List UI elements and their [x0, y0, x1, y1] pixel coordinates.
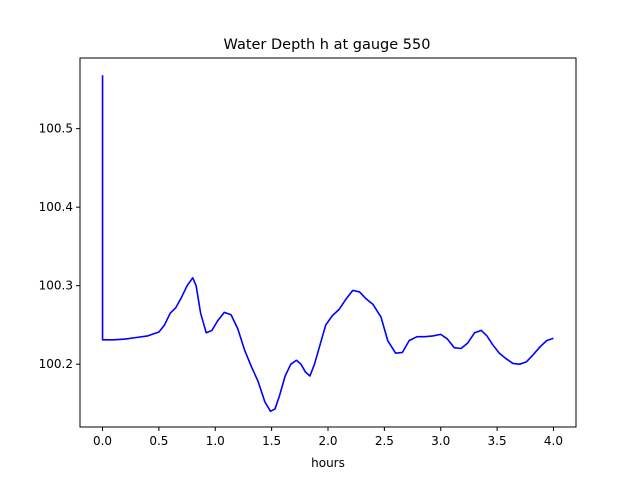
y-tick-label: 100.3 — [39, 279, 73, 293]
x-tick-label: 2.5 — [375, 434, 394, 448]
x-tick-label: 2.0 — [318, 434, 337, 448]
x-tick-label: 0.5 — [149, 434, 168, 448]
x-tick-label: 1.5 — [262, 434, 281, 448]
chart-title: Water Depth h at gauge 550 — [224, 37, 431, 53]
series-line-0 — [101, 75, 554, 413]
x-tick-label: 4.0 — [544, 434, 563, 448]
y-tick-label: 100.5 — [39, 122, 73, 136]
x-tick-label: 3.5 — [488, 434, 507, 448]
x-tick-label: 1.0 — [206, 434, 225, 448]
y-tick-label: 100.4 — [39, 200, 73, 214]
plot-frame — [79, 57, 577, 428]
x-tick-label: 3.0 — [431, 434, 450, 448]
x-axis: 0.0 0.5 1.0 1.5 2.0 2.5 3.0 3.5 4.0 — [93, 427, 563, 448]
y-axis: 100.2 100.3 100.4 100.5 — [39, 122, 80, 371]
y-tick-label: 100.2 — [39, 357, 73, 371]
x-tick-label: 0.0 — [93, 434, 112, 448]
plot-area — [79, 57, 577, 428]
x-axis-label: hours — [311, 456, 345, 470]
